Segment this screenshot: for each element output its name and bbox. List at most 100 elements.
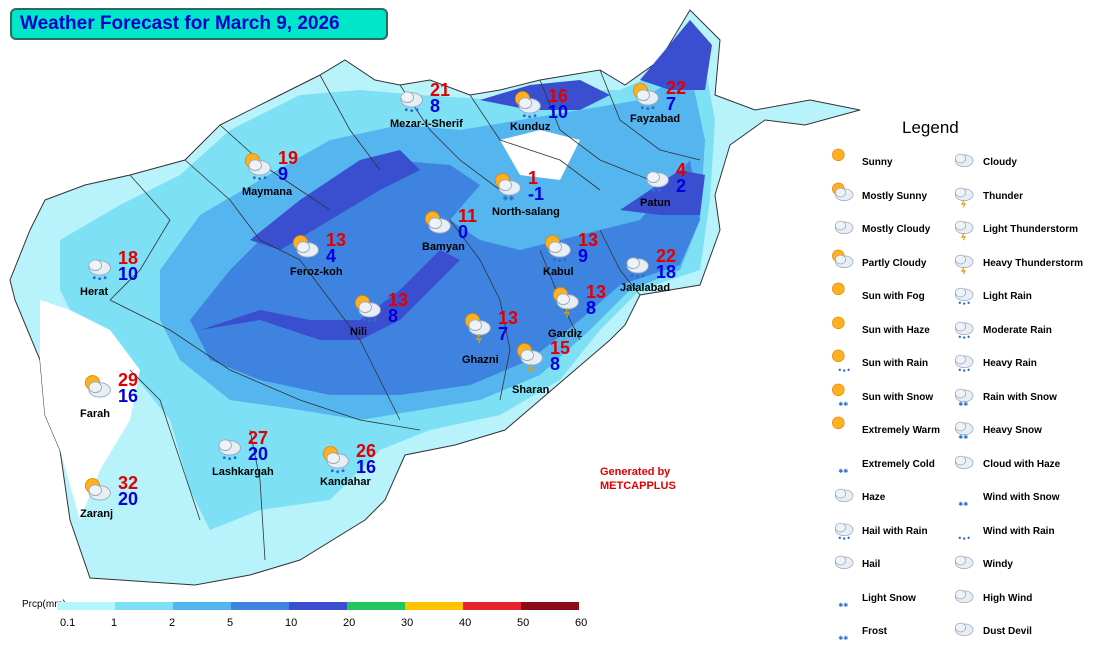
station-max-temp: 11 (458, 206, 478, 226)
svg-text:✱✱: ✱✱ (651, 186, 663, 194)
legend-snow-icon: ✱✱ (828, 448, 856, 481)
generated-by-line2: METCAPPLUS (600, 480, 676, 492)
generated-by-note: Generated by METCAPPLUS (600, 465, 676, 493)
station-min-temp: 8 (388, 306, 399, 326)
sun-cloud-icon (80, 475, 114, 514)
legend-label: Sun with Rain (862, 358, 929, 369)
scale-tick-label: 60 (575, 617, 588, 629)
legend-cloud-icon (948, 448, 976, 481)
legend-sun-icon (828, 314, 856, 347)
station-name: North-salang (492, 206, 560, 218)
legend-label: Partly Cloudy (862, 257, 927, 269)
legend-label: Sun with Fog (862, 291, 925, 302)
legend-sun-snow-icon: ✱✱ (828, 381, 856, 414)
svg-text:✱✱: ✱✱ (958, 401, 968, 408)
station-name: Kunduz (510, 121, 551, 133)
legend-cloud-thunder-icon (948, 213, 976, 246)
scale-color-bin (463, 602, 521, 610)
station-name: Kabul (543, 266, 574, 278)
station-min-temp: 10 (548, 102, 569, 122)
legend-cloud-rain-icon (948, 280, 976, 313)
sun-cloud-icon (288, 232, 322, 271)
station-name: Nili (350, 326, 368, 338)
station-max-temp: 4 (676, 160, 687, 180)
legend-label: Windy (983, 559, 1013, 570)
legend-cloud-icon (948, 548, 976, 581)
scale-tick-label: 40 (459, 617, 472, 629)
legend-label: Light Snow (862, 592, 916, 604)
legend-cloud-snow-icon: ✱✱ (948, 414, 976, 447)
sun-cloud-icon (420, 208, 454, 247)
svg-text:✱✱: ✱✱ (503, 194, 515, 202)
legend-sun-icon (828, 146, 856, 179)
legend-label: Light Rain (983, 291, 1032, 302)
svg-text:✱✱: ✱✱ (838, 635, 848, 642)
legend-cloud-icon (948, 615, 976, 648)
station-min-temp: 7 (498, 324, 509, 344)
legend-sun-cloud-icon (828, 247, 856, 280)
sun-cloud-rain-icon (540, 232, 574, 271)
sun-cloud-rain-icon (510, 88, 544, 127)
cloud-snow-icon: ✱✱ (638, 162, 672, 201)
legend-label: Thunder (983, 190, 1023, 202)
legend-label: Mostly Sunny (862, 190, 928, 202)
legend-label: Heavy Rain (983, 358, 1037, 369)
station-max-temp: 13 (586, 282, 607, 302)
page-title: Weather Forecast for March 9, 2026 (10, 8, 388, 40)
legend-cloud-icon (828, 481, 856, 514)
sun-cloud-rain-icon (628, 80, 662, 119)
station-max-temp: 16 (548, 86, 569, 106)
scale-color-bin (521, 602, 579, 610)
legend-label: Sun with Haze (862, 324, 930, 336)
legend-snow-icon: ✱✱ (828, 582, 856, 615)
station-name: Lashkargah (212, 466, 274, 478)
scale-tick-label: 2 (169, 617, 176, 629)
scale-color-bin (173, 602, 231, 610)
scale-tick-label: 5 (227, 617, 234, 629)
station-name: Bamyan (422, 241, 465, 253)
station-name: Jalalabad (620, 282, 671, 294)
legend-sun-icon (828, 414, 856, 447)
station-max-temp: 32 (118, 473, 139, 493)
precip-10-20mm-east (620, 170, 705, 215)
legend-label: Hail (862, 559, 881, 570)
scale-color-bin (347, 602, 405, 610)
station-min-temp: 8 (586, 298, 597, 318)
sun-cloud-thunder-icon (460, 310, 494, 349)
station-min-temp: 4 (326, 246, 337, 266)
scale-tick-label: 50 (517, 617, 530, 629)
legend-snow-icon: ✱✱ (948, 481, 976, 514)
station-min-temp: 20 (248, 444, 269, 464)
generated-by-line1: Generated by (600, 466, 671, 478)
sun-cloud-thunder-icon (548, 284, 582, 323)
legend-cloud-rain-icon (948, 314, 976, 347)
legend-label: Wind with Snow (983, 492, 1060, 503)
dry-area-center (500, 130, 580, 180)
legend-label: Extremely Warm (862, 425, 940, 436)
station-max-temp: 27 (248, 428, 269, 448)
legend-cloud-thunder-icon (948, 247, 976, 280)
legend-label: Dust Devil (983, 626, 1032, 637)
svg-text:✱✱: ✱✱ (958, 501, 968, 508)
legend-sun-cloud-icon (828, 180, 856, 213)
precip-10-20mm-top (480, 80, 610, 110)
station-min-temp: 2 (676, 176, 687, 196)
legend-cloud-rain-icon (948, 347, 976, 380)
legend-label: High Wind (983, 592, 1033, 604)
station-max-temp: 19 (278, 148, 299, 168)
station-name: Fayzabad (630, 113, 681, 125)
legend-label: Rain with Snow (983, 391, 1057, 403)
legend-label: Frost (862, 626, 887, 637)
legend-label: Moderate Rain (983, 324, 1052, 336)
station-max-temp: 29 (118, 370, 139, 390)
station-name: Maymana (242, 186, 293, 198)
station-max-temp: 15 (550, 338, 571, 358)
legend-title: Legend (902, 118, 959, 137)
legend-cloud-icon (828, 213, 856, 246)
station-min-temp: 18 (656, 262, 677, 282)
legend-cloud-rain-icon (828, 515, 856, 548)
station-max-temp: 21 (430, 80, 451, 100)
precip-10-20mm (200, 250, 460, 340)
sun-cloud-thunder-icon (512, 340, 546, 379)
station-name: Herat (80, 286, 109, 298)
